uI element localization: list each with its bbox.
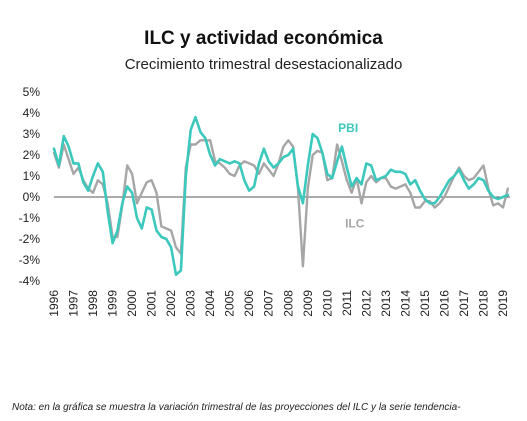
y-tick-label: 5% — [23, 85, 41, 99]
x-tick-label: 1999 — [106, 290, 120, 317]
x-tick-label: 2001 — [145, 290, 159, 317]
x-tick-label: 2019 — [496, 290, 510, 317]
x-tick-label: 2016 — [437, 290, 451, 317]
chart-note: Nota: en la gráfica se muestra la variac… — [12, 402, 461, 413]
x-tick-label: 2009 — [301, 290, 315, 317]
x-tick-label: 2005 — [223, 290, 237, 317]
x-tick-label: 2017 — [457, 290, 471, 317]
chart-title: ILC y actividad económica — [144, 28, 383, 49]
x-tick-label: 1997 — [67, 290, 81, 317]
x-tick-label: 2002 — [164, 290, 178, 317]
x-tick-label: 2011 — [340, 290, 354, 316]
x-tick-label: 2015 — [418, 290, 432, 317]
x-tick-label: 2006 — [242, 290, 256, 317]
line-chart: 5% 4% 3% 2% 1% 0% -1% -2% -3% -4% 1996 1997 1998 1999… — [19, 85, 510, 317]
series-line-pbi — [52, 115, 510, 277]
x-tick-label: 1996 — [47, 290, 61, 317]
x-tick-label: 2018 — [476, 290, 490, 317]
x-tick-label: 2008 — [281, 290, 295, 317]
x-tick-label: 2000 — [125, 290, 139, 317]
x-tick-label: 2013 — [379, 290, 393, 317]
y-tick-label: 3% — [23, 127, 41, 141]
y-tick-label: 2% — [23, 148, 41, 162]
chart-subtitle: Crecimiento trimestral desestacionalizad… — [124, 56, 403, 73]
x-tick-label: 2010 — [320, 290, 334, 317]
y-tick-label: 4% — [23, 106, 41, 120]
x-tick-label: 2007 — [262, 290, 276, 317]
x-tick-label: 2012 — [359, 290, 373, 317]
y-tick-label: -2% — [19, 232, 41, 246]
y-tick-label: 1% — [23, 169, 41, 183]
series-label-pbi: PBI — [338, 121, 358, 135]
y-tick-label: -4% — [19, 274, 41, 288]
x-tick-label: 1998 — [86, 290, 100, 317]
x-tick-label: 2003 — [184, 290, 198, 317]
x-tick-label: 2004 — [203, 290, 217, 317]
x-tick-label: 2014 — [398, 290, 412, 317]
y-tick-label: -1% — [19, 211, 41, 225]
y-tick-label: -3% — [19, 253, 41, 267]
y-tick-label: 0% — [23, 190, 41, 204]
series-label-ilc: ILC — [345, 216, 365, 230]
